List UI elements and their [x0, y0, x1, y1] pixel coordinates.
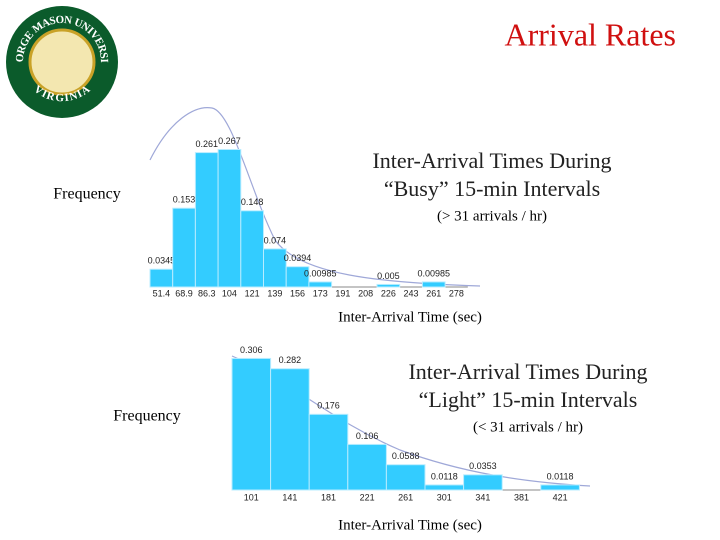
bar: [463, 474, 503, 491]
logo-seal: [28, 28, 96, 96]
value-label: 0.261: [195, 139, 218, 149]
bar: [263, 248, 287, 288]
bar: [385, 464, 426, 491]
value-label: 0.306: [240, 345, 263, 355]
bar: [240, 210, 265, 288]
value-label: 0.148: [241, 197, 264, 207]
y-axis-label: Frequency: [53, 186, 121, 203]
chart-subtitle: (< 31 arrivals / hr): [473, 419, 583, 435]
value-label: 0.0118: [431, 471, 458, 481]
x-tick-label: 341: [475, 492, 490, 502]
y-axis-label: Frequency: [113, 408, 181, 425]
x-tick-label: 226: [381, 288, 396, 298]
x-tick-label: 51.4: [153, 288, 171, 298]
value-label: 0.074: [264, 235, 287, 245]
x-tick-label: 101: [244, 492, 259, 502]
bar: [231, 357, 272, 491]
x-tick-label: 208: [358, 288, 373, 298]
value-label: 0.0394: [284, 253, 312, 263]
x-tick-label: 141: [282, 492, 297, 502]
x-tick-label: 278: [449, 288, 464, 298]
x-axis-label: Inter-Arrival Time (sec): [338, 517, 482, 533]
chart-title: Inter-Arrival Times During: [372, 148, 611, 173]
x-tick-label: 261: [398, 492, 413, 502]
x-tick-label: 68.9: [175, 288, 193, 298]
value-label: 0.0118: [547, 471, 574, 481]
x-tick-label: 381: [514, 492, 529, 502]
x-tick-label: 86.3: [198, 288, 216, 298]
bar: [308, 413, 349, 491]
bar: [347, 443, 387, 491]
x-tick-label: 104: [222, 288, 237, 298]
bar: [149, 268, 174, 288]
x-tick-label: 191: [335, 288, 350, 298]
fit-curve: [149, 107, 481, 287]
value-label: 0.282: [279, 355, 302, 365]
x-tick-label: 173: [313, 288, 328, 298]
chart-title: “Light” 15-min Intervals: [419, 387, 638, 412]
x-tick-label: 301: [437, 492, 452, 502]
bar: [424, 484, 465, 491]
x-tick-label: 243: [404, 288, 419, 298]
value-label: 0.267: [218, 136, 241, 146]
bar: [540, 484, 580, 491]
bar: [172, 207, 196, 288]
x-tick-label: 261: [426, 288, 441, 298]
bar: [285, 266, 310, 288]
value-label: 0.153: [173, 195, 196, 205]
x-tick-label: 221: [360, 492, 375, 502]
chart-subtitle: (> 31 arrivals / hr): [437, 208, 547, 224]
value-label: 0.106: [356, 431, 379, 441]
bar: [194, 152, 219, 288]
x-tick-label: 139: [267, 288, 282, 298]
x-axis-label: Inter-Arrival Time (sec): [338, 309, 482, 325]
logo: GEORGE MASON UNIVERSITY VIRGINIA: [0, 0, 118, 118]
x-tick-label: 156: [290, 288, 305, 298]
bar: [270, 368, 310, 491]
x-tick-label: 421: [553, 492, 568, 502]
value-label: 0.005: [377, 271, 400, 281]
chart-title: Inter-Arrival Times During: [408, 359, 647, 384]
x-tick-label: 181: [321, 492, 336, 502]
x-tick-label: 121: [245, 288, 260, 298]
value-label: 0.00985: [304, 268, 337, 278]
chart-title: “Busy” 15-min Intervals: [384, 176, 600, 201]
value-label: 0.00985: [417, 268, 450, 278]
value-label: 0.0353: [469, 461, 497, 471]
slide-title: Arrival Rates: [505, 16, 677, 52]
bar: [217, 148, 242, 288]
value-label: 0.0588: [392, 451, 420, 461]
bar: [376, 283, 401, 288]
bar: [421, 281, 446, 288]
value-label: 0.176: [317, 401, 340, 411]
value-label: 0.0345: [148, 256, 176, 266]
bar: [308, 281, 333, 288]
